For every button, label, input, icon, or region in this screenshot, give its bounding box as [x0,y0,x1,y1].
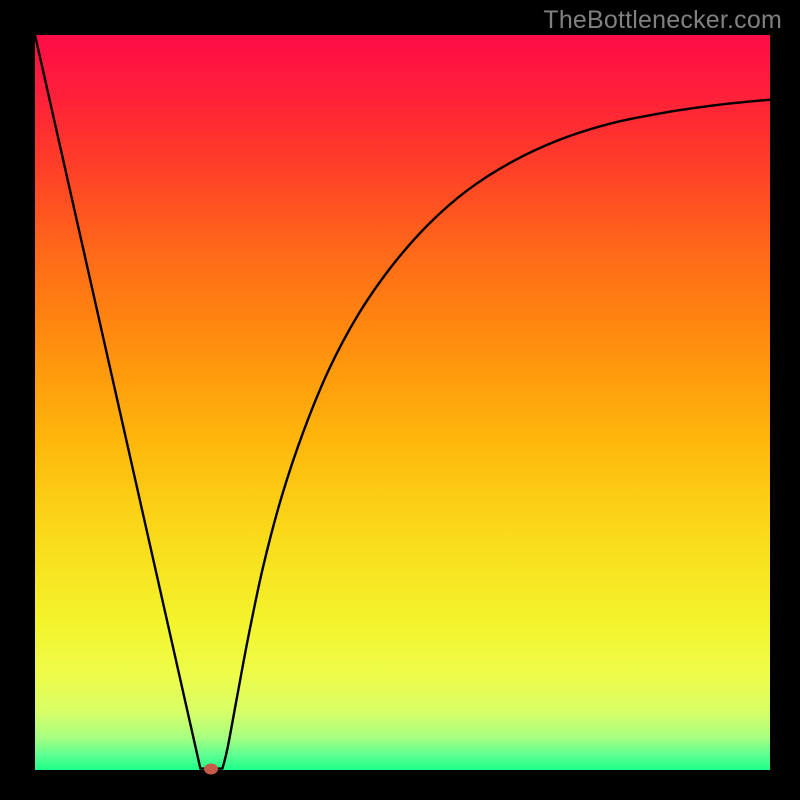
bottleneck-curve [35,35,770,770]
chart-stage: TheBottlenecker.com [0,0,800,800]
minimum-marker [204,763,218,774]
watermark-label: TheBottlenecker.com [543,6,782,35]
